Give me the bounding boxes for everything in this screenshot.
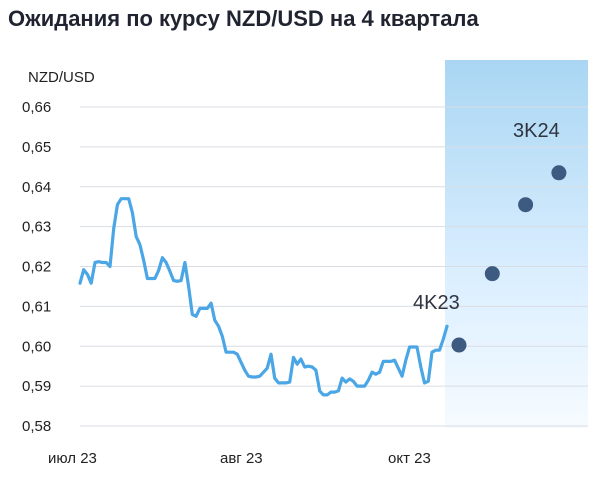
forecast-point [518,197,534,213]
forecast-point [551,165,567,181]
forecast-band [445,60,588,428]
series-history-line [78,197,449,397]
y-tick-label: 0,58 [22,418,51,435]
forecast-point [484,266,500,282]
y-tick-label: 0,63 [22,219,51,236]
chart-title: Ожидания по курсу NZD/USD на 4 квартала [8,6,479,31]
y-axis-unit-label: NZD/USD [28,69,95,86]
forecast-point [451,337,467,353]
x-tick-label: авг 23 [220,450,263,467]
y-tick-label: 0,59 [22,378,51,395]
y-tick-labels: 0,58 0,59 0,60 0,61 0,62 0,63 0,64 0,65 0,66 [22,99,51,435]
x-tick-label: окт 23 [388,450,431,467]
x-tick-labels: июл 23 авг 23 окт 23 [48,450,431,467]
y-tick-label: 0,65 [22,139,51,156]
y-tick-label: 0,64 [22,179,51,196]
y-tick-label: 0,62 [22,259,51,276]
annotations-group: 4K23 3K24 [413,120,560,314]
annotation-label: 4K23 [413,292,460,314]
y-tick-label: 0,60 [22,338,51,355]
series-forecast-group [451,165,567,353]
grid-lines [80,106,588,427]
x-tick-label: июл 23 [48,450,97,467]
y-tick-label: 0,66 [22,99,51,116]
annotation-label: 3K24 [513,120,560,142]
series-history-group [78,197,449,397]
y-tick-label: 0,61 [22,298,51,315]
